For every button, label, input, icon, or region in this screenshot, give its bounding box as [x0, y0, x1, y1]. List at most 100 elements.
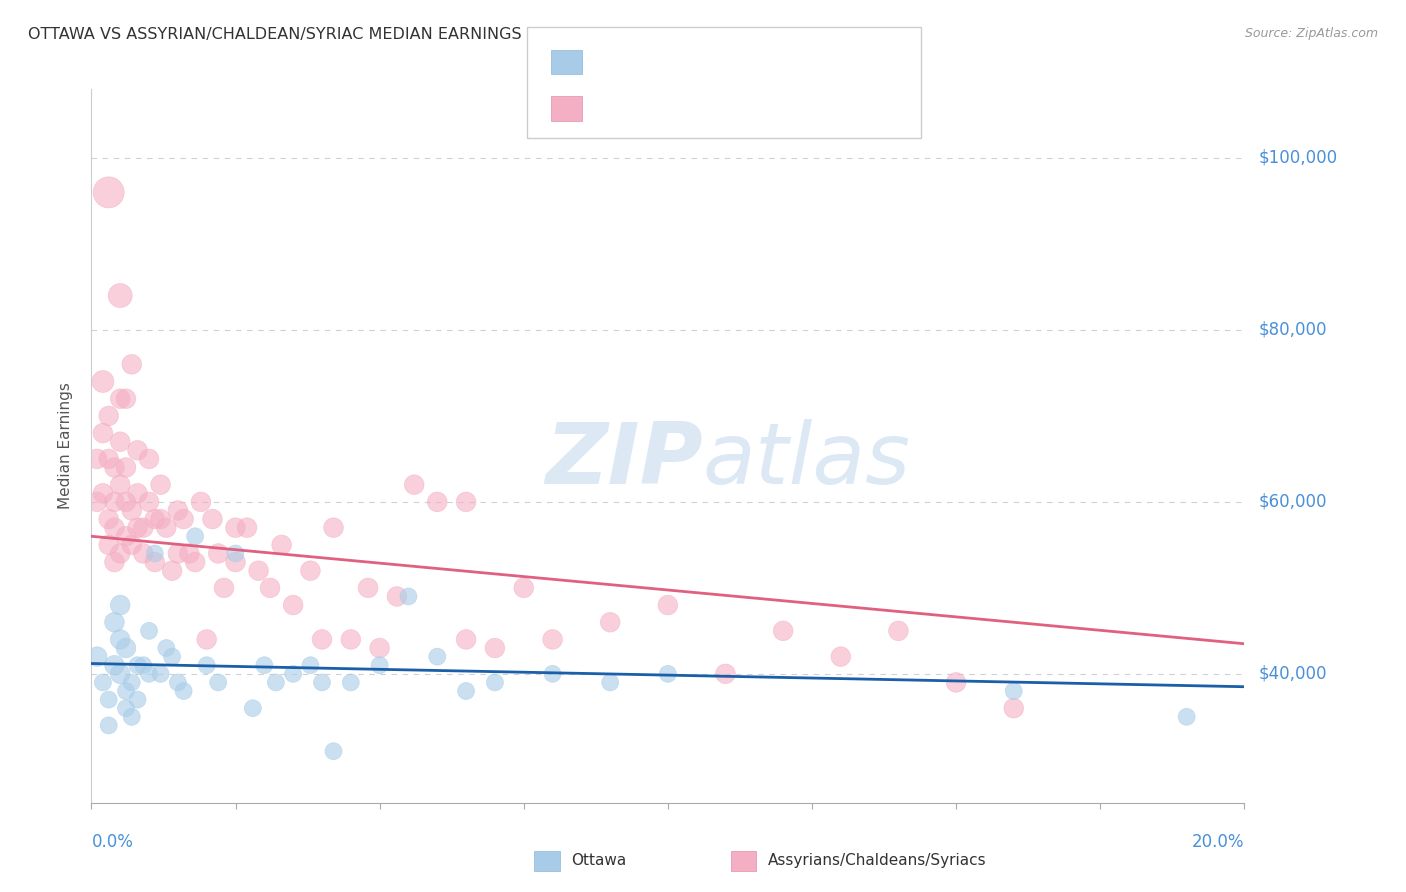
Point [121, 538, 143, 552]
Point [97, 538, 120, 552]
Point [484, 641, 506, 656]
Point [86, 649, 108, 664]
Text: $60,000: $60,000 [1258, 493, 1327, 511]
Point [91, 375, 114, 389]
Point [97, 451, 120, 466]
Point [86, 495, 108, 509]
Point [454, 632, 477, 647]
Point [110, 434, 132, 449]
Point [357, 581, 380, 595]
Text: 20.0%: 20.0% [1192, 833, 1244, 851]
Point [190, 495, 212, 509]
Point [115, 392, 138, 406]
Point [115, 701, 138, 715]
Point [115, 684, 138, 698]
Point [340, 632, 363, 647]
Point [127, 486, 149, 500]
Point [714, 666, 737, 681]
Point [179, 546, 201, 560]
Point [242, 701, 264, 715]
Point [426, 495, 449, 509]
Point [368, 641, 391, 656]
Point [121, 675, 143, 690]
Point [97, 512, 120, 526]
Text: Assyrians/Chaldeans/Syriacs: Assyrians/Chaldeans/Syriacs [768, 854, 986, 868]
Point [110, 477, 132, 491]
Point [322, 521, 344, 535]
Point [657, 666, 679, 681]
Point [599, 615, 621, 630]
Point [155, 641, 177, 656]
Point [195, 658, 218, 673]
Point [149, 477, 172, 491]
Point [115, 641, 138, 656]
Point [299, 658, 322, 673]
Text: R =  -0.173: R = -0.173 [596, 99, 690, 117]
Point [184, 555, 207, 569]
Point [138, 495, 160, 509]
Point [541, 632, 564, 647]
Point [426, 649, 449, 664]
Point [166, 503, 188, 517]
Point [207, 675, 229, 690]
Text: $100,000: $100,000 [1258, 149, 1337, 167]
Point [110, 666, 132, 681]
Point [132, 521, 155, 535]
Point [121, 357, 143, 371]
Point [264, 675, 287, 690]
Point [97, 692, 120, 706]
Point [1002, 701, 1025, 715]
Point [127, 692, 149, 706]
Point [1175, 710, 1198, 724]
Text: ZIP: ZIP [544, 418, 703, 502]
Point [173, 684, 195, 698]
Point [132, 546, 155, 560]
Point [91, 486, 114, 500]
Text: $80,000: $80,000 [1258, 321, 1327, 339]
Point [86, 451, 108, 466]
Point [225, 555, 247, 569]
Point [121, 710, 143, 724]
Point [657, 598, 679, 612]
Point [127, 443, 149, 458]
Point [247, 564, 270, 578]
Point [103, 460, 125, 475]
Point [110, 632, 132, 647]
Point [541, 666, 564, 681]
Point [97, 718, 120, 732]
Point [115, 460, 138, 475]
Point [103, 521, 125, 535]
Point [281, 598, 305, 612]
Point [201, 512, 224, 526]
Point [281, 666, 305, 681]
Point [97, 409, 120, 423]
Point [166, 546, 188, 560]
Point [484, 675, 506, 690]
Point [138, 624, 160, 638]
Point [454, 495, 477, 509]
Point [340, 675, 363, 690]
Point [149, 666, 172, 681]
Point [127, 658, 149, 673]
Point [110, 288, 132, 302]
Text: R = -0.088: R = -0.088 [596, 53, 685, 71]
Point [143, 546, 166, 560]
Point [772, 624, 794, 638]
Text: atlas: atlas [703, 418, 911, 502]
Point [299, 564, 322, 578]
Text: 0.0%: 0.0% [91, 833, 134, 851]
Point [155, 521, 177, 535]
Point [259, 581, 281, 595]
Text: $40,000: $40,000 [1258, 665, 1327, 683]
Point [110, 392, 132, 406]
Point [91, 426, 114, 441]
Point [115, 529, 138, 543]
Point [138, 451, 160, 466]
Point [103, 615, 125, 630]
Point [368, 658, 391, 673]
Point [138, 666, 160, 681]
Point [830, 649, 852, 664]
Point [132, 658, 155, 673]
Text: OTTAWA VS ASSYRIAN/CHALDEAN/SYRIAC MEDIAN EARNINGS CORRELATION CHART: OTTAWA VS ASSYRIAN/CHALDEAN/SYRIAC MEDIA… [28, 27, 700, 42]
Point [143, 512, 166, 526]
